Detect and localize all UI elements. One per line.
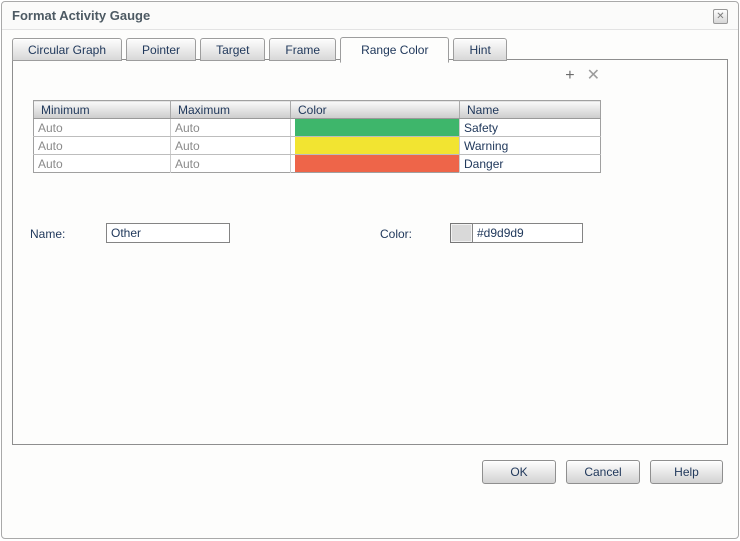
- tab-strip: Circular Graph Pointer Target Frame Rang…: [12, 37, 507, 63]
- help-button[interactable]: Help: [650, 460, 723, 484]
- color-cell[interactable]: [290, 154, 460, 173]
- minimum-cell[interactable]: Auto: [33, 118, 171, 137]
- dialog-titlebar[interactable]: Format Activity Gauge ✕: [2, 2, 738, 30]
- minimum-cell[interactable]: Auto: [33, 136, 171, 155]
- table-toolbar: + ✕: [33, 68, 600, 84]
- table-row[interactable]: Auto Auto Danger: [33, 154, 601, 173]
- column-header-color[interactable]: Color: [290, 100, 460, 119]
- name-cell[interactable]: Danger: [459, 154, 601, 173]
- add-range-icon[interactable]: +: [565, 67, 575, 84]
- name-input[interactable]: [106, 223, 230, 243]
- color-cell[interactable]: [290, 136, 460, 155]
- color-picker-swatch[interactable]: [450, 223, 473, 243]
- table-header-row: Minimum Maximum Color Name: [33, 100, 601, 119]
- tab-target[interactable]: Target: [200, 38, 266, 61]
- maximum-cell[interactable]: Auto: [170, 118, 291, 137]
- color-input[interactable]: [472, 223, 583, 243]
- dialog-footer: OK Cancel Help: [482, 460, 723, 484]
- color-cell[interactable]: [290, 118, 460, 137]
- table-row[interactable]: Auto Auto Safety: [33, 118, 601, 137]
- column-header-name[interactable]: Name: [459, 100, 601, 119]
- ok-button[interactable]: OK: [482, 460, 556, 484]
- color-label: Color:: [380, 227, 413, 241]
- name-cell[interactable]: Safety: [459, 118, 601, 137]
- tab-hint[interactable]: Hint: [453, 38, 507, 61]
- tab-pointer[interactable]: Pointer: [126, 38, 197, 61]
- tab-circular-graph[interactable]: Circular Graph: [12, 38, 123, 61]
- minimum-cell[interactable]: Auto: [33, 154, 171, 173]
- column-header-maximum[interactable]: Maximum: [170, 100, 291, 119]
- color-swatch: [295, 137, 459, 154]
- table-row[interactable]: Auto Auto Warning: [33, 136, 601, 155]
- tab-frame[interactable]: Frame: [269, 38, 337, 61]
- dialog-title: Format Activity Gauge: [12, 8, 151, 23]
- maximum-cell[interactable]: Auto: [170, 154, 291, 173]
- tab-range-color[interactable]: Range Color: [340, 37, 450, 63]
- maximum-cell[interactable]: Auto: [170, 136, 291, 155]
- name-label: Name:: [30, 227, 66, 241]
- column-header-minimum[interactable]: Minimum: [33, 100, 171, 119]
- color-swatch: [295, 119, 459, 136]
- range-color-panel: + ✕ Minimum Maximum Color Name Auto Auto: [12, 59, 728, 445]
- name-cell[interactable]: Warning: [459, 136, 601, 155]
- range-color-table: Minimum Maximum Color Name Auto Auto Saf…: [33, 100, 601, 173]
- color-swatch: [295, 155, 459, 172]
- close-icon[interactable]: ✕: [713, 9, 728, 24]
- cancel-button[interactable]: Cancel: [566, 460, 640, 484]
- delete-range-icon[interactable]: ✕: [586, 67, 600, 84]
